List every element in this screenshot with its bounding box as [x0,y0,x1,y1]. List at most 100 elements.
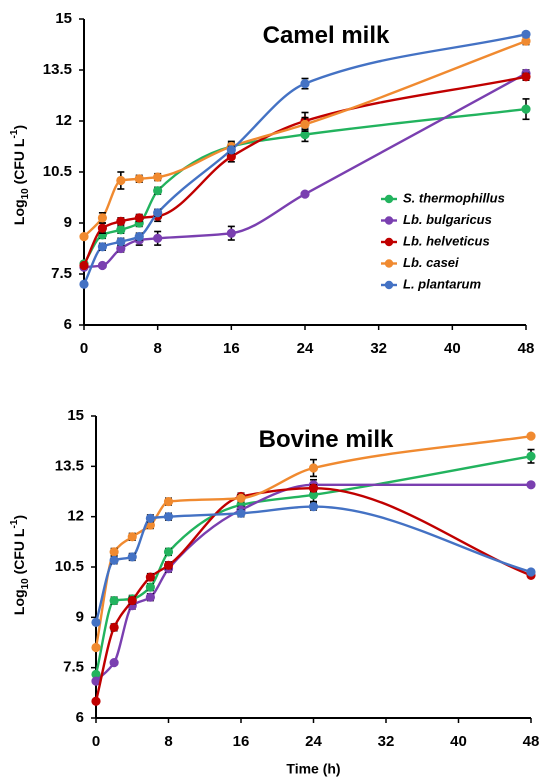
y-tick-label: 9 [76,608,84,625]
y-tick-label: 6 [76,709,84,726]
data-point [163,560,174,570]
chart-title: Camel milk [263,22,390,49]
x-tick-label: 0 [80,340,88,357]
data-point [163,512,174,522]
x-tick-label: 24 [297,340,314,357]
legend-label: Lb. helveticus [403,233,490,248]
x-tick-label: 8 [164,733,172,750]
y-tick-label: 10.5 [43,163,72,180]
y-axis-label: Log10 (CFU L-1) [9,125,31,225]
legend-label: L. plantarum [403,276,481,291]
series-line [95,483,531,682]
panel-bovine-milk: Bovine milk 6 7.5 9 10.5 12 13.5 15 0 8 16 24 32 40 48… [9,407,539,777]
data-point [109,658,119,668]
y-tick-label: 10.5 [55,558,84,575]
legend-swatch-marker [384,280,394,290]
legend-item: Lb. bulgaricus [381,212,492,227]
data-point [521,104,531,114]
x-tick-label: 0 [92,733,100,750]
y-tick-label: 7.5 [51,265,72,282]
data-point [521,29,531,39]
legend-swatch-marker [384,216,394,225]
y-tick-label: 15 [67,407,84,424]
x-tick-label: 32 [378,733,395,750]
y-tick-label: 6 [64,316,72,333]
data-point [127,552,137,562]
x-tick-label: 48 [523,733,540,750]
data-point [116,237,126,247]
data-point [91,617,101,627]
y-tick-label: 12 [55,112,72,129]
data-point [521,72,531,82]
data-point [153,208,163,218]
data-point [153,186,163,196]
data-point [153,233,163,243]
legend-label: Lb. casei [403,255,459,270]
series-lb-casei [79,36,531,242]
data-point [127,595,137,606]
x-tick-label: 16 [223,340,240,357]
data-point [526,451,536,461]
data-point [145,582,155,592]
data-point [91,642,101,653]
data-point [109,555,119,565]
y-tick-label: 12 [67,508,84,525]
y-tick-label: 15 [55,10,72,27]
data-point [109,547,119,557]
data-point [127,532,137,542]
legend-item: L. plantarum [381,276,481,291]
data-point [79,232,89,242]
y-tick-label: 13.5 [55,457,84,474]
data-point [308,483,319,493]
x-tick-label: 40 [450,733,467,750]
data-point [97,260,108,271]
legend-swatch-marker [384,237,394,247]
y-axis-label: Log10 (CFU L-1) [9,515,31,615]
data-point [97,242,108,252]
data-point [526,480,536,490]
data-point [109,622,119,633]
data-point [300,189,310,199]
series-line [94,486,532,702]
data-point [153,172,163,182]
data-point [97,213,108,223]
data-point [116,216,126,226]
legend-item: Lb. casei [381,255,459,270]
chart-title: Bovine milk [259,426,394,453]
data-point [79,260,89,271]
y-tick-label: 9 [64,214,72,231]
legend-item: S. thermophillus [381,190,505,205]
legend-item: Lb. helveticus [381,233,490,248]
data-point [300,119,310,130]
data-point [97,223,108,233]
data-point [526,431,536,441]
series-lb-casei [91,431,536,653]
data-point [526,567,536,577]
data-point [163,496,174,507]
x-tick-label: 24 [305,733,322,750]
panel-camel-milk: Camel milk 6 7.5 9 10.5 12 13.5 15 0 8 16 24 32 40 48 L… [9,10,534,357]
data-point [236,508,246,518]
x-tick-label: 32 [370,340,387,357]
data-point [79,279,89,289]
data-point [134,174,144,184]
x-tick-label: 48 [518,340,535,357]
data-point [145,513,155,523]
legend-label: Lb. bulgaricus [403,212,492,227]
data-point [116,225,126,235]
series-line [82,33,527,285]
data-point [163,547,174,557]
data-point [116,175,126,186]
series-lb-bulgaricus [79,68,531,272]
data-point [134,213,144,223]
x-tick-label: 8 [153,340,161,357]
x-axis-label: Time (h) [286,761,340,777]
y-tick-label: 13.5 [43,61,72,78]
legend-swatch-marker [384,259,394,268]
data-point [308,501,319,512]
data-point [300,79,310,89]
legend-label: S. thermophillus [403,190,505,205]
data-point [109,595,119,606]
